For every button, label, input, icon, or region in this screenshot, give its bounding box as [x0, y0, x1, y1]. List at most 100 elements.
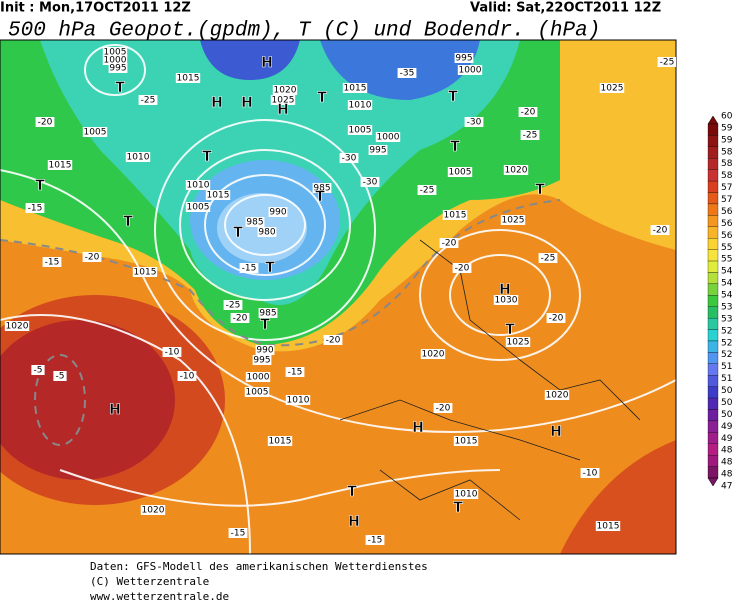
isobar-label-bg: [140, 505, 166, 515]
colorbar-label: 576: [721, 183, 732, 193]
isobar-label: 1005: [187, 203, 210, 213]
isobar-label-bg: [347, 100, 373, 110]
colorbar-label: 496: [721, 422, 732, 432]
isobar-label-bg: [447, 167, 473, 177]
colorbar-label: 560: [721, 231, 732, 241]
colorbar-band: [707, 158, 719, 170]
pressure-center: H: [499, 282, 511, 298]
isobar-label: 1015: [177, 74, 200, 84]
isobar-label: 1015: [597, 522, 620, 532]
isobar-label: 985: [313, 184, 330, 194]
colorbar-label: 556: [721, 243, 732, 253]
temperature-label-bg: [452, 263, 472, 273]
valid-time: Valid: Sat,22OCT2011 12Z: [470, 1, 661, 16]
colorbar-band: [707, 215, 719, 227]
isobar-label: 1010: [455, 490, 478, 500]
temperature-label: -15: [242, 264, 257, 274]
isobar-label-bg: [342, 83, 368, 93]
temperature-label-bg: [42, 257, 62, 267]
temperature-label: -20: [653, 226, 668, 236]
temperature-label: -20: [326, 336, 341, 346]
colorbar-band: [707, 340, 719, 353]
colorbar-band: [707, 329, 719, 342]
colorbar-label: 520: [721, 350, 732, 360]
isobar-label: 1020: [274, 86, 297, 96]
isobar-label: 1000: [247, 373, 270, 383]
colorbar-band: [707, 420, 719, 433]
isobar-label: 1005: [349, 126, 372, 136]
isobar-label-bg: [255, 345, 275, 355]
isobar-label: 1005: [449, 168, 472, 178]
colorbar-band: [707, 317, 719, 330]
isobar-label-bg: [347, 125, 373, 135]
isobar-label-bg: [500, 215, 526, 225]
temperature-label: -25: [660, 58, 675, 68]
colorbar-band: [707, 409, 719, 422]
temperature-label: -25: [523, 131, 538, 141]
colorbar-cap: [707, 115, 719, 125]
colorbar-label: 580: [721, 171, 732, 181]
colorbar-band: [707, 466, 719, 479]
temperature-label: -20: [233, 314, 248, 324]
temperature-label-bg: [520, 130, 540, 140]
pressure-center: T: [115, 80, 125, 96]
colorbar-label: 564: [721, 219, 732, 229]
isobar-label-bg: [125, 152, 151, 162]
isobar-label: 1005: [84, 128, 107, 138]
colorbar-label: 600: [721, 112, 732, 122]
temperature-label-bg: [35, 117, 55, 127]
temperature-label: -25: [141, 96, 156, 106]
isobar-label: 1010: [187, 181, 210, 191]
colorbar-band: [707, 226, 719, 239]
isobar-label-bg: [132, 267, 158, 277]
isobar-label-bg: [245, 372, 271, 382]
temperature-label: -10: [180, 372, 195, 382]
temperature-label: -10: [165, 348, 180, 358]
colorbar-label: 512: [721, 374, 732, 384]
colorbar-label: 572: [721, 195, 732, 205]
colorbar-label: 492: [721, 434, 732, 444]
isobar-label-bg: [258, 308, 278, 318]
colorbar-label: 540: [721, 291, 732, 301]
temperature-label-bg: [417, 185, 437, 195]
temperature-label: -15: [231, 529, 246, 539]
pressure-center: T: [202, 149, 212, 165]
isobar-label: 1000: [377, 133, 400, 143]
isobar-label: 985: [259, 309, 276, 319]
pressure-center: H: [109, 402, 121, 418]
colorbar-label: 516: [721, 362, 732, 372]
temperature-label: -25: [541, 254, 556, 264]
temperature-label-bg: [177, 371, 197, 381]
colorbar-band: [707, 375, 719, 387]
isobar-label-bg: [493, 295, 519, 305]
isobar-label: 1020: [546, 391, 569, 401]
map-area: [0, 40, 676, 554]
isobar-label-bg: [368, 145, 388, 155]
colorbar-label: 592: [721, 135, 732, 145]
temperature-label-bg: [230, 313, 250, 323]
temperature-label-bg: [518, 107, 538, 117]
map-labels: 1005 1000 995 1015 1020 1025 1015 1010 1005 1000 9…: [4, 47, 676, 546]
temperature-label-bg: [228, 528, 248, 538]
isobar-label: 995: [109, 64, 126, 74]
temperature-label-bg: [285, 367, 305, 377]
temperature-label: -10: [583, 469, 598, 479]
isobar-label: 1025: [601, 84, 624, 94]
isobar-label: 1020: [6, 322, 29, 332]
temperature-label: -20: [549, 314, 564, 324]
isobar-label: 1020: [505, 166, 528, 176]
temperature-label: -25: [420, 186, 435, 196]
colorbar-label: 484: [721, 458, 732, 468]
colorbar-band: [707, 249, 719, 262]
colorbar-band: [707, 397, 719, 410]
isobar-label-bg: [442, 210, 468, 220]
colorbar-label: 584: [721, 159, 732, 169]
pressure-center: T: [448, 89, 458, 105]
isobar-label-bg: [102, 55, 128, 65]
isobar-label-bg: [47, 160, 73, 170]
colorbar-label: 548: [721, 267, 732, 277]
isobar-label: 1015: [134, 268, 157, 278]
pressure-center: T: [260, 317, 270, 333]
isobar-label-bg: [544, 390, 570, 400]
